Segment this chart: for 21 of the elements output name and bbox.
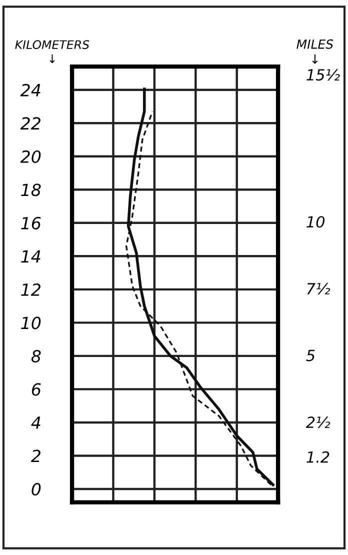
y2-tick-label: 1.2 [306, 451, 330, 463]
y2-tick-label: 2½ [306, 416, 330, 428]
y2-axis-title: MILES ↓ [296, 39, 334, 64]
y-tick-label: 14 [21, 250, 40, 262]
y-tick-label: 16 [21, 216, 41, 230]
y2-tick-label: 10 [306, 216, 324, 228]
y2-tick-label: 5 [306, 350, 315, 362]
y-axis-title: KILOMETERS ↓ [15, 40, 90, 64]
y-tick-label: 4 [31, 416, 40, 429]
y2-tick-label: 7½ [307, 282, 330, 294]
y-tick-label: 12 [21, 283, 40, 296]
y2-tick-label: 15½ [306, 69, 340, 81]
y-tick-label: 6 [32, 383, 41, 396]
y-tick-label: 22 [20, 117, 40, 130]
y-tick-label: 20 [20, 150, 41, 163]
y-tick-label: 2 [30, 450, 40, 462]
y-tick-label: 24 [20, 84, 40, 96]
y-tick-label: 0 [32, 482, 41, 496]
y-tick-label: 10 [21, 316, 41, 330]
y-tick-label: 8 [31, 350, 41, 363]
y-tick-label: 18 [21, 184, 41, 196]
